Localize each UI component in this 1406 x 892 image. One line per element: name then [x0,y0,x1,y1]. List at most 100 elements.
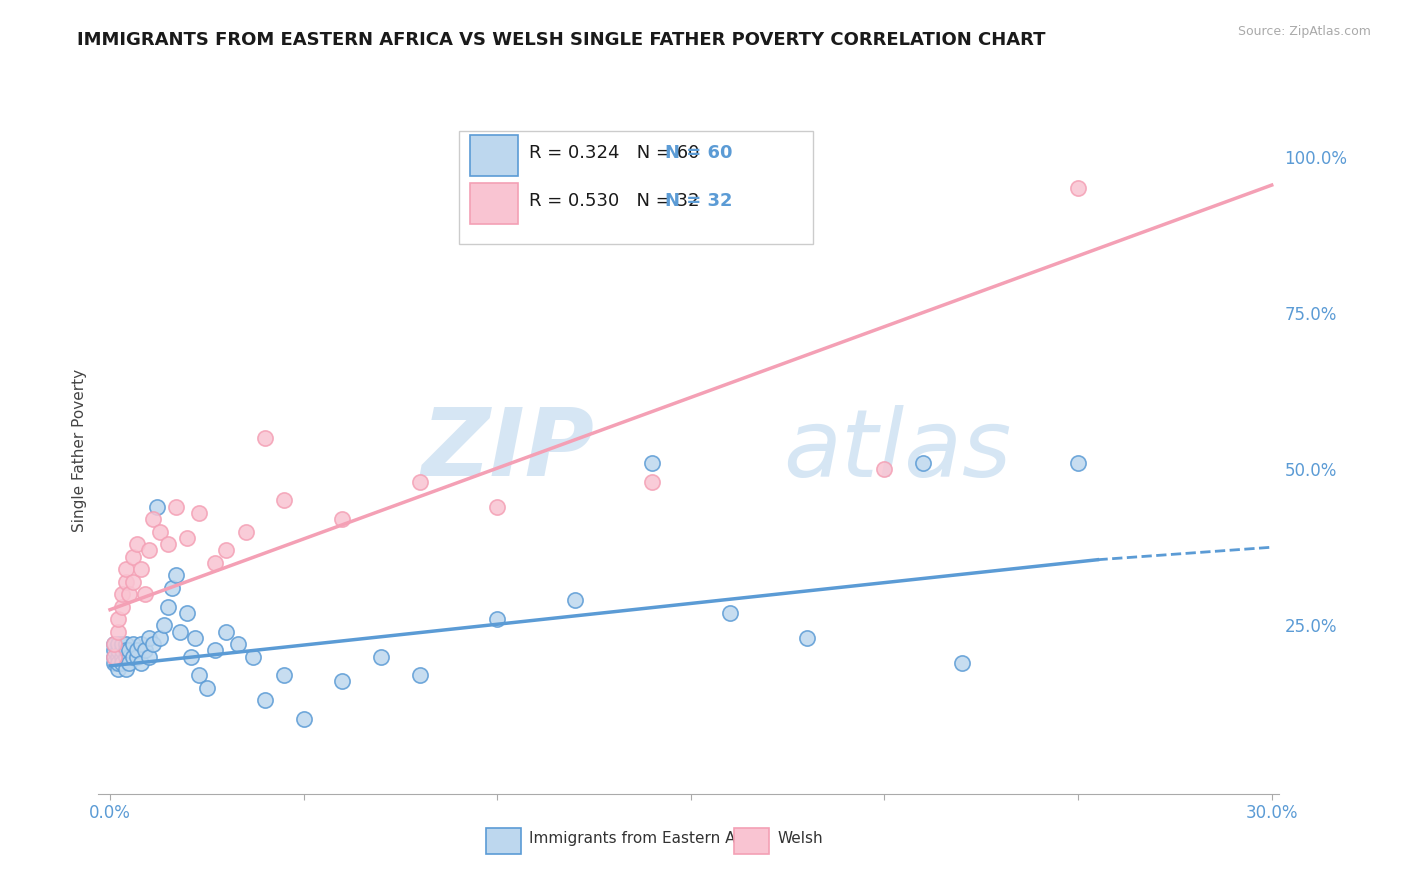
Point [273,493,295,508]
Point [107,637,129,651]
Point [215,624,238,639]
Point [253,431,276,445]
Point [188,506,211,520]
FancyBboxPatch shape [458,131,813,244]
Text: N = 60: N = 60 [665,145,733,162]
Point [292,712,315,726]
Point [111,656,134,670]
Point [114,643,136,657]
Point [873,462,896,476]
Point [103,649,125,664]
Point [486,500,509,514]
Point [103,643,125,657]
FancyBboxPatch shape [486,828,522,854]
Point [107,612,129,626]
Point [111,637,134,651]
Point [195,681,218,695]
Text: atlas: atlas [783,405,1012,496]
Point [103,637,125,651]
Point [253,693,276,707]
Point [114,637,136,651]
Point [129,562,152,576]
Point [1067,181,1090,195]
Point [149,631,172,645]
Point [145,500,167,514]
Point [127,643,149,657]
Point [111,643,134,657]
Point [157,599,180,614]
Point [122,549,145,564]
FancyBboxPatch shape [471,135,517,176]
Point [176,606,198,620]
Point [114,574,136,589]
Point [1067,456,1090,470]
Point [486,612,509,626]
Text: IMMIGRANTS FROM EASTERN AFRICA VS WELSH SINGLE FATHER POVERTY CORRELATION CHART: IMMIGRANTS FROM EASTERN AFRICA VS WELSH … [77,31,1046,49]
Point [103,656,125,670]
Point [103,637,125,651]
Point [564,593,586,607]
Point [129,637,152,651]
Point [142,512,165,526]
Point [107,624,129,639]
Point [169,624,191,639]
Point [138,631,160,645]
Point [235,524,257,539]
Point [118,656,141,670]
Point [188,668,211,682]
Text: ZIP: ZIP [422,404,595,497]
Point [107,656,129,670]
Point [134,587,156,601]
Point [149,524,172,539]
Text: Source: ZipAtlas.com: Source: ZipAtlas.com [1237,25,1371,38]
Point [912,456,935,470]
Point [107,662,129,676]
Point [127,537,149,551]
Point [160,581,183,595]
Point [118,643,141,657]
Point [118,649,141,664]
Point [204,556,226,570]
Point [138,543,160,558]
Point [204,643,226,657]
Point [142,637,165,651]
Text: R = 0.324   N = 60: R = 0.324 N = 60 [530,145,700,162]
Point [184,631,207,645]
Point [641,456,664,470]
Text: Immigrants from Eastern Africa: Immigrants from Eastern Africa [530,831,769,846]
Point [114,562,136,576]
Point [332,674,354,689]
Point [226,637,249,651]
Point [370,649,392,664]
Point [114,662,136,676]
Point [176,531,198,545]
Point [107,643,129,657]
Point [118,587,141,601]
Point [641,475,664,489]
Point [122,574,145,589]
FancyBboxPatch shape [471,183,517,224]
Point [180,649,202,664]
Point [153,618,176,632]
Point [409,668,432,682]
Point [165,568,187,582]
Point [332,512,354,526]
Point [273,668,295,682]
Point [134,643,156,657]
Text: Welsh: Welsh [778,831,823,846]
Point [138,649,160,664]
Text: N = 32: N = 32 [665,192,733,211]
Point [129,656,152,670]
Point [127,649,149,664]
Text: R = 0.530   N = 32: R = 0.530 N = 32 [530,192,700,211]
Point [796,631,818,645]
Point [114,649,136,664]
Point [157,537,180,551]
Point [103,649,125,664]
Point [111,587,134,601]
Point [107,649,129,664]
Point [215,543,238,558]
FancyBboxPatch shape [734,828,769,854]
Point [111,649,134,664]
Y-axis label: Single Father Poverty: Single Father Poverty [72,369,87,532]
